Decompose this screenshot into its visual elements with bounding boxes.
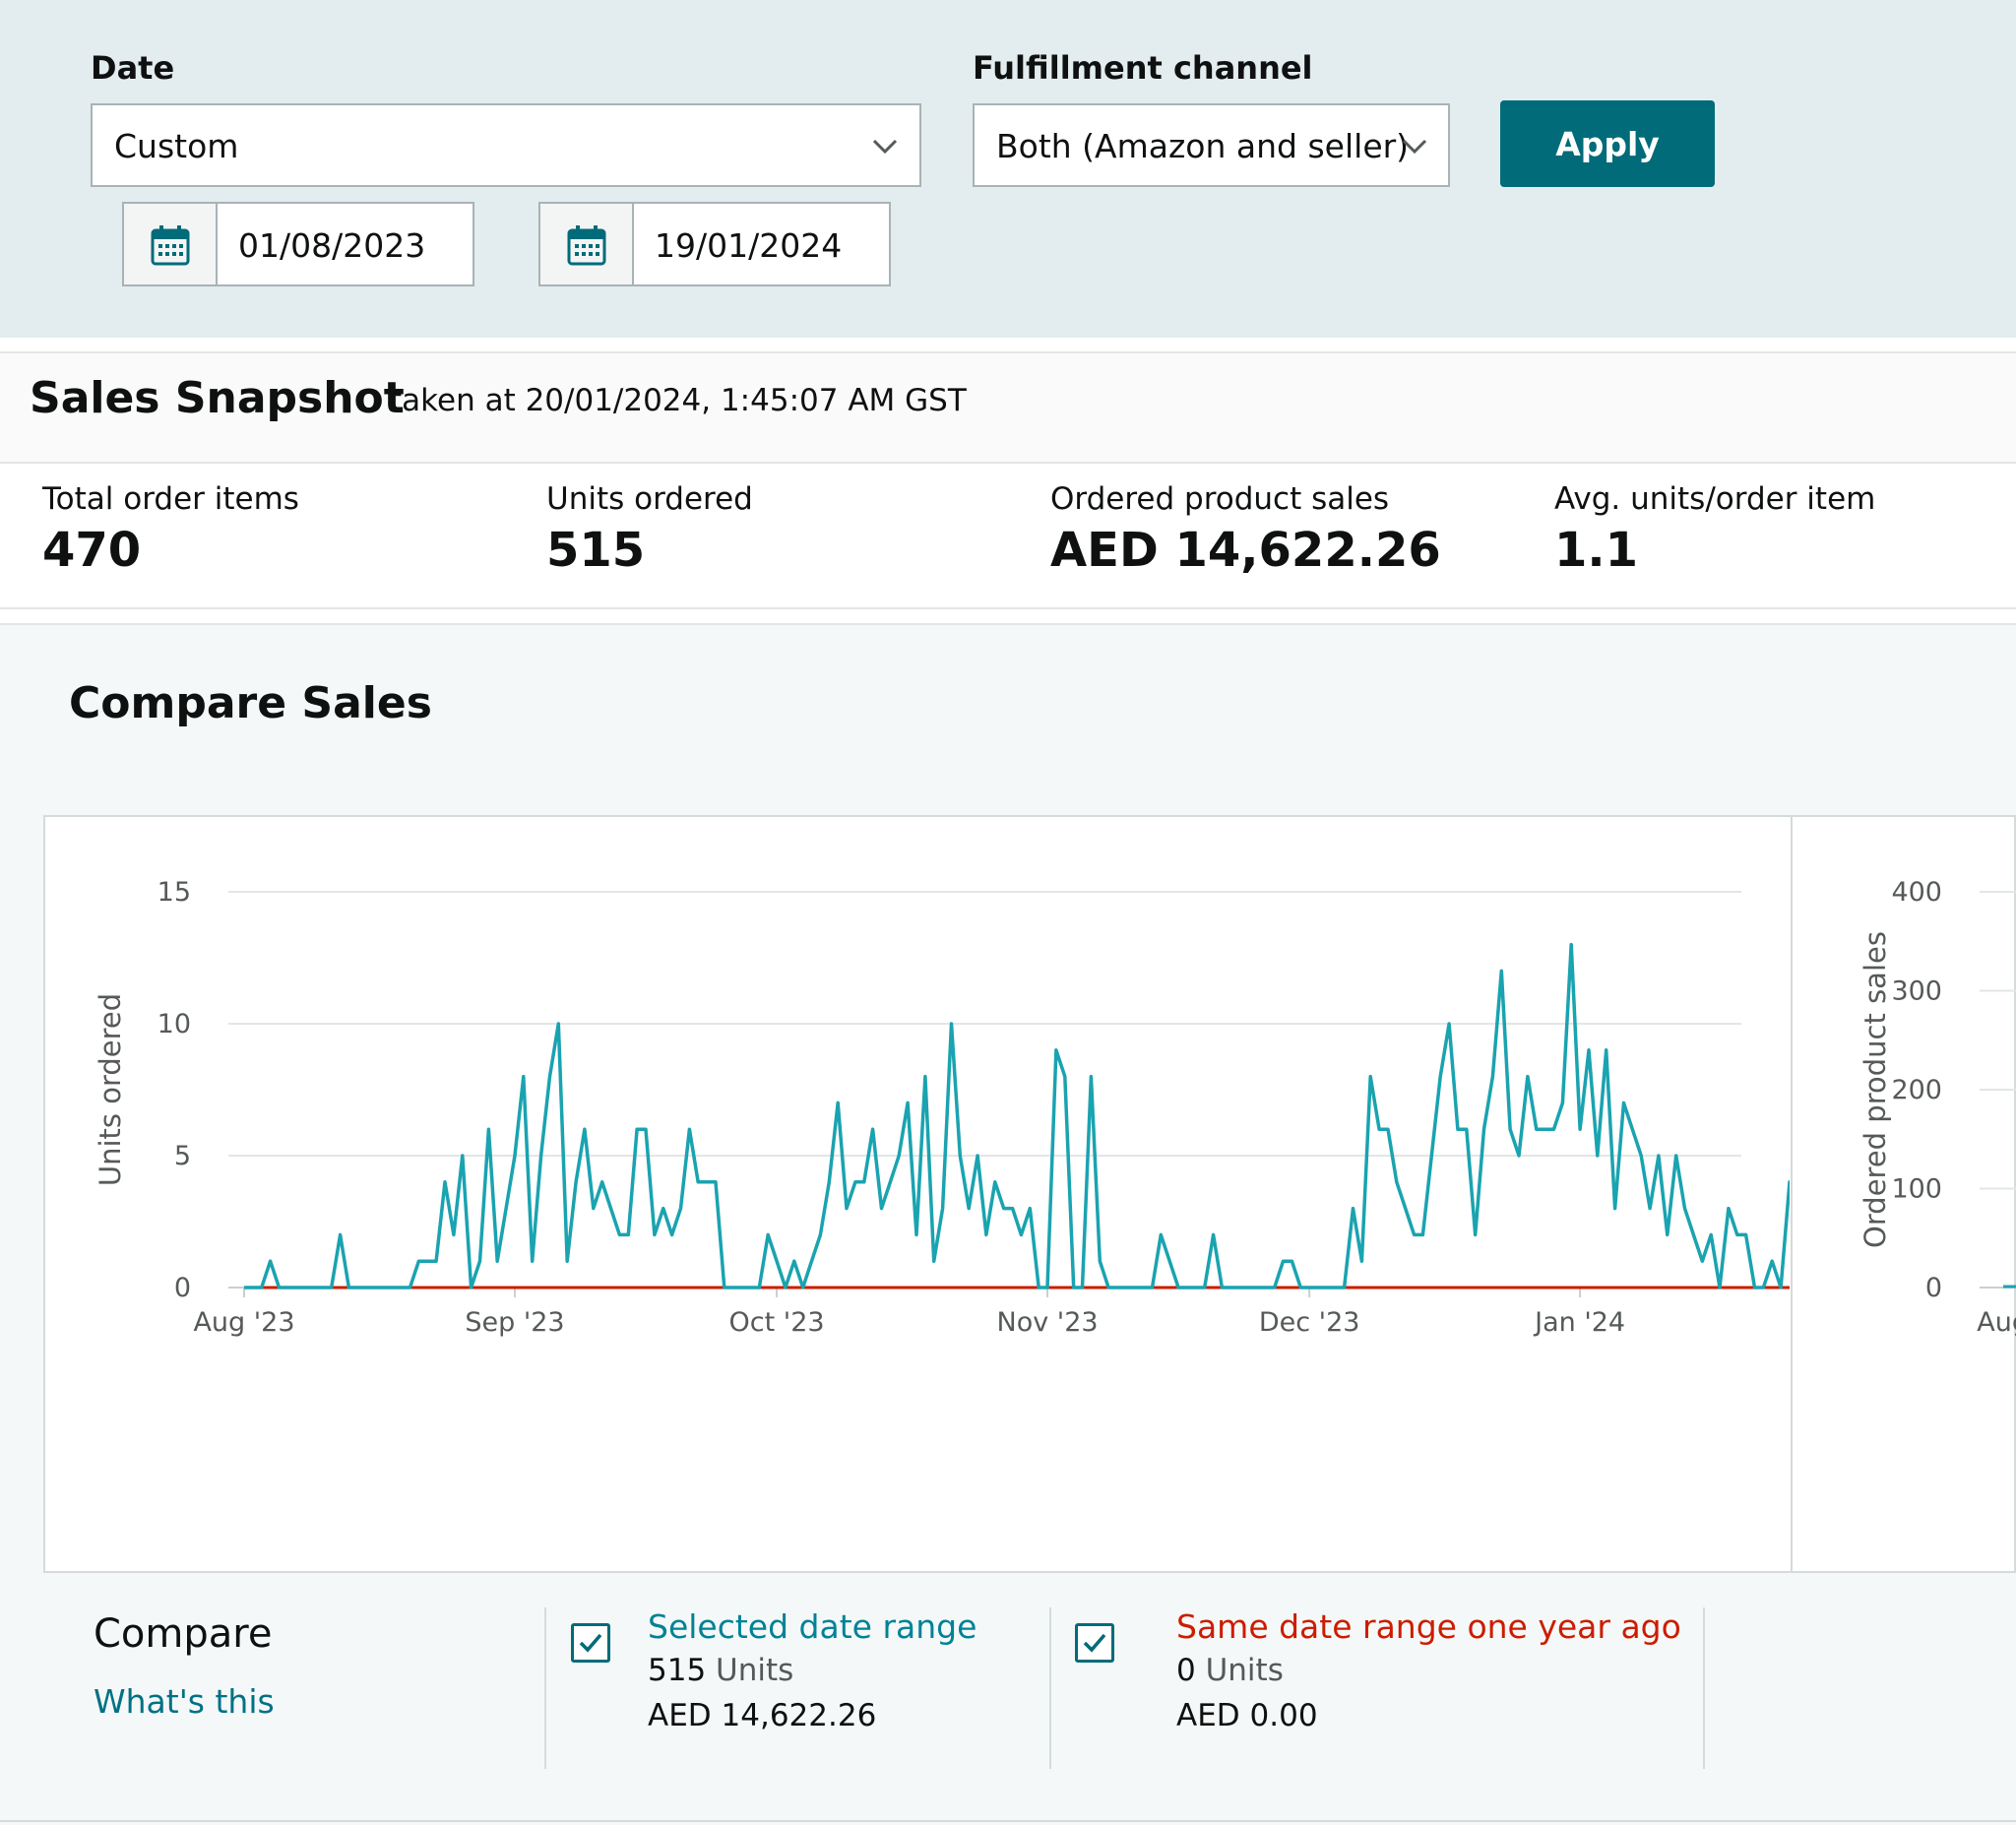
whats-this-link[interactable]: What's this — [94, 1682, 275, 1721]
fulfillment-channel-select-value: Both (Amazon and seller) — [996, 127, 1410, 165]
compare-sales-title: Compare Sales — [69, 678, 432, 728]
selected-range-units-word: Units — [716, 1653, 794, 1688]
y-tick-label: 15 — [158, 877, 191, 908]
x-tick-label: Aug '23 — [193, 1307, 294, 1338]
last-year-range-sales: AED 0.00 — [1176, 1698, 1318, 1733]
chart-divider — [1791, 817, 1793, 1571]
start-date-input[interactable]: 01/08/2023 — [122, 202, 474, 286]
last-year-range-units: 0 Units — [1176, 1653, 1284, 1688]
sales-snapshot-title: Sales Snapshot — [30, 373, 405, 423]
start-date-value: 01/08/2023 — [238, 226, 426, 265]
metric-avg-units-per-order-item: Avg. units/order item 1.1 — [1554, 481, 1875, 578]
legend-divider — [544, 1607, 546, 1769]
legend-divider — [1049, 1607, 1051, 1769]
date-range-select[interactable]: Custom — [91, 103, 921, 187]
y-tick-label: 200 — [1891, 1075, 1942, 1105]
legend-divider — [1703, 1607, 1705, 1769]
metric-ordered-product-sales: Ordered product sales AED 14,622.26 — [1050, 481, 1441, 578]
units-ordered-chart: 0 5 10 15 Aug '23 Sep '23 Oct '23 Nov '23 Dec '2… — [94, 877, 1790, 1338]
snapshot-metrics: Total order items 470 Units ordered 515 … — [0, 464, 2016, 609]
snapshot-timestamp: taken at 20/01/2024, 1:45:07 AM GST — [390, 383, 967, 418]
x-tick-label: Nov '23 — [997, 1307, 1099, 1338]
chart-card: 0 5 10 15 Aug '23 Sep '23 Oct '23 Nov '23 Dec '2… — [43, 815, 2016, 1573]
series-line-selected-range — [244, 942, 1790, 1290]
metric-value: 1.1 — [1554, 523, 1639, 578]
x-tick-label: Oct '23 — [729, 1307, 825, 1338]
metric-label: Ordered product sales — [1050, 481, 1390, 517]
metric-label: Avg. units/order item — [1554, 481, 1876, 517]
x-tick-label: Jan '24 — [1533, 1307, 1625, 1338]
section-bottom-border — [0, 1820, 2016, 1822]
date-label: Date — [91, 49, 175, 87]
x-tick-label: Dec '23 — [1259, 1307, 1360, 1338]
y-tick-label: 0 — [1925, 1273, 1942, 1303]
compare-legend-label: Compare — [94, 1611, 273, 1657]
x-tick-label: Aug — [1977, 1307, 2016, 1338]
end-date-value: 19/01/2024 — [655, 226, 843, 265]
checkmark-icon — [1083, 1633, 1106, 1653]
end-date-calendar-button[interactable] — [540, 204, 634, 284]
metric-value: 515 — [546, 523, 646, 578]
compare-sales-section: Compare Sales 0 5 10 15 Aug '23 Sep '23 Oct '2… — [0, 623, 2016, 1825]
filter-bar: Date Custom 01/08/2023 — [0, 0, 2016, 338]
y-tick-label: 100 — [1891, 1174, 1942, 1205]
selected-range-sales: AED 14,622.26 — [648, 1698, 877, 1733]
selected-range-checkbox[interactable] — [571, 1623, 610, 1663]
selected-range-units: 515 Units — [648, 1653, 793, 1688]
metric-label: Units ordered — [546, 481, 753, 517]
y-tick-label: 400 — [1891, 877, 1942, 908]
start-date-calendar-button[interactable] — [124, 204, 218, 284]
date-range-select-value: Custom — [114, 127, 239, 165]
end-date-input[interactable]: 19/01/2024 — [538, 202, 891, 286]
ordered-product-sales-chart: 0 100 200 300 400 Ordered product sales Aug — [1858, 877, 2016, 1338]
y-axis-title: Ordered product sales — [1858, 931, 1892, 1248]
chevron-down-icon — [1402, 139, 1427, 155]
chevron-down-icon — [872, 139, 898, 155]
y-tick-label: 300 — [1891, 976, 1942, 1007]
last-year-range-units-value: 0 — [1176, 1653, 1196, 1688]
y-tick-label: 0 — [174, 1273, 191, 1303]
x-tick-label: Sep '23 — [465, 1307, 564, 1338]
calendar-icon — [567, 225, 606, 266]
selected-range-title: Selected date range — [648, 1607, 977, 1646]
last-year-range-title: Same date range one year ago — [1176, 1607, 1681, 1646]
fulfillment-channel-select[interactable]: Both (Amazon and seller) — [973, 103, 1450, 187]
calendar-icon — [151, 225, 190, 266]
metric-label: Total order items — [42, 481, 299, 517]
metric-value: 470 — [42, 523, 142, 578]
y-tick-label: 5 — [174, 1141, 191, 1171]
sales-snapshot-header: Sales Snapshot taken at 20/01/2024, 1:45… — [0, 351, 2016, 464]
y-tick-label: 10 — [158, 1009, 191, 1039]
metric-units-ordered: Units ordered 515 — [546, 481, 753, 578]
metric-total-order-items: Total order items 470 — [42, 481, 299, 578]
metric-value: AED 14,622.26 — [1050, 523, 1441, 578]
y-axis-title: Units ordered — [94, 993, 127, 1186]
selected-range-units-value: 515 — [648, 1653, 707, 1688]
last-year-range-checkbox[interactable] — [1075, 1623, 1114, 1663]
last-year-range-units-word: Units — [1205, 1653, 1284, 1688]
checkmark-icon — [579, 1633, 602, 1653]
apply-button[interactable]: Apply — [1500, 100, 1715, 187]
fulfillment-channel-label: Fulfillment channel — [973, 49, 1313, 87]
